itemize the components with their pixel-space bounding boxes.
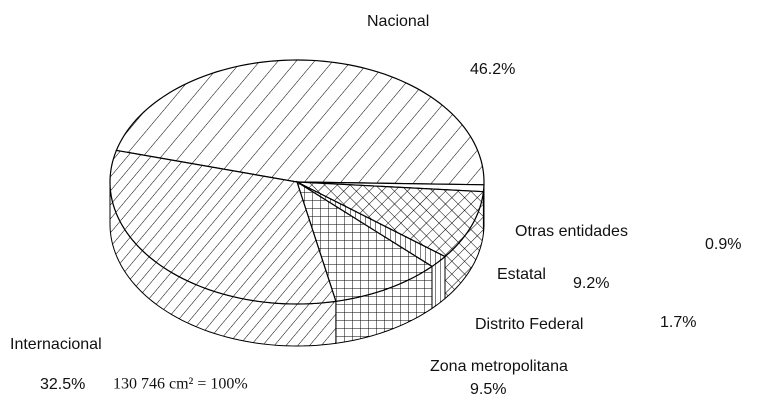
slice-label: Internacional (10, 336, 102, 353)
value-label: 32.5% (40, 376, 85, 393)
value-label: 46.2% (470, 61, 515, 78)
value-label: 9.5% (470, 381, 506, 398)
pie-slice (115, 59, 485, 186)
pie-slice (295, 180, 434, 302)
slice-label: Zona metropolitana (430, 358, 568, 375)
pie-slice (296, 181, 485, 258)
value-label: 0.9% (705, 236, 741, 253)
slice-label: Distrito Federal (475, 316, 583, 333)
value-label: 9.2% (573, 275, 609, 292)
pie-slice (109, 149, 337, 305)
value-label: 1.7% (660, 314, 696, 331)
slice-label: Nacional (367, 13, 429, 30)
note: 130 746 cm² = 100% (113, 376, 248, 393)
slice-label: Otras entidades (515, 223, 628, 240)
slice-label: Estatal (497, 266, 546, 283)
